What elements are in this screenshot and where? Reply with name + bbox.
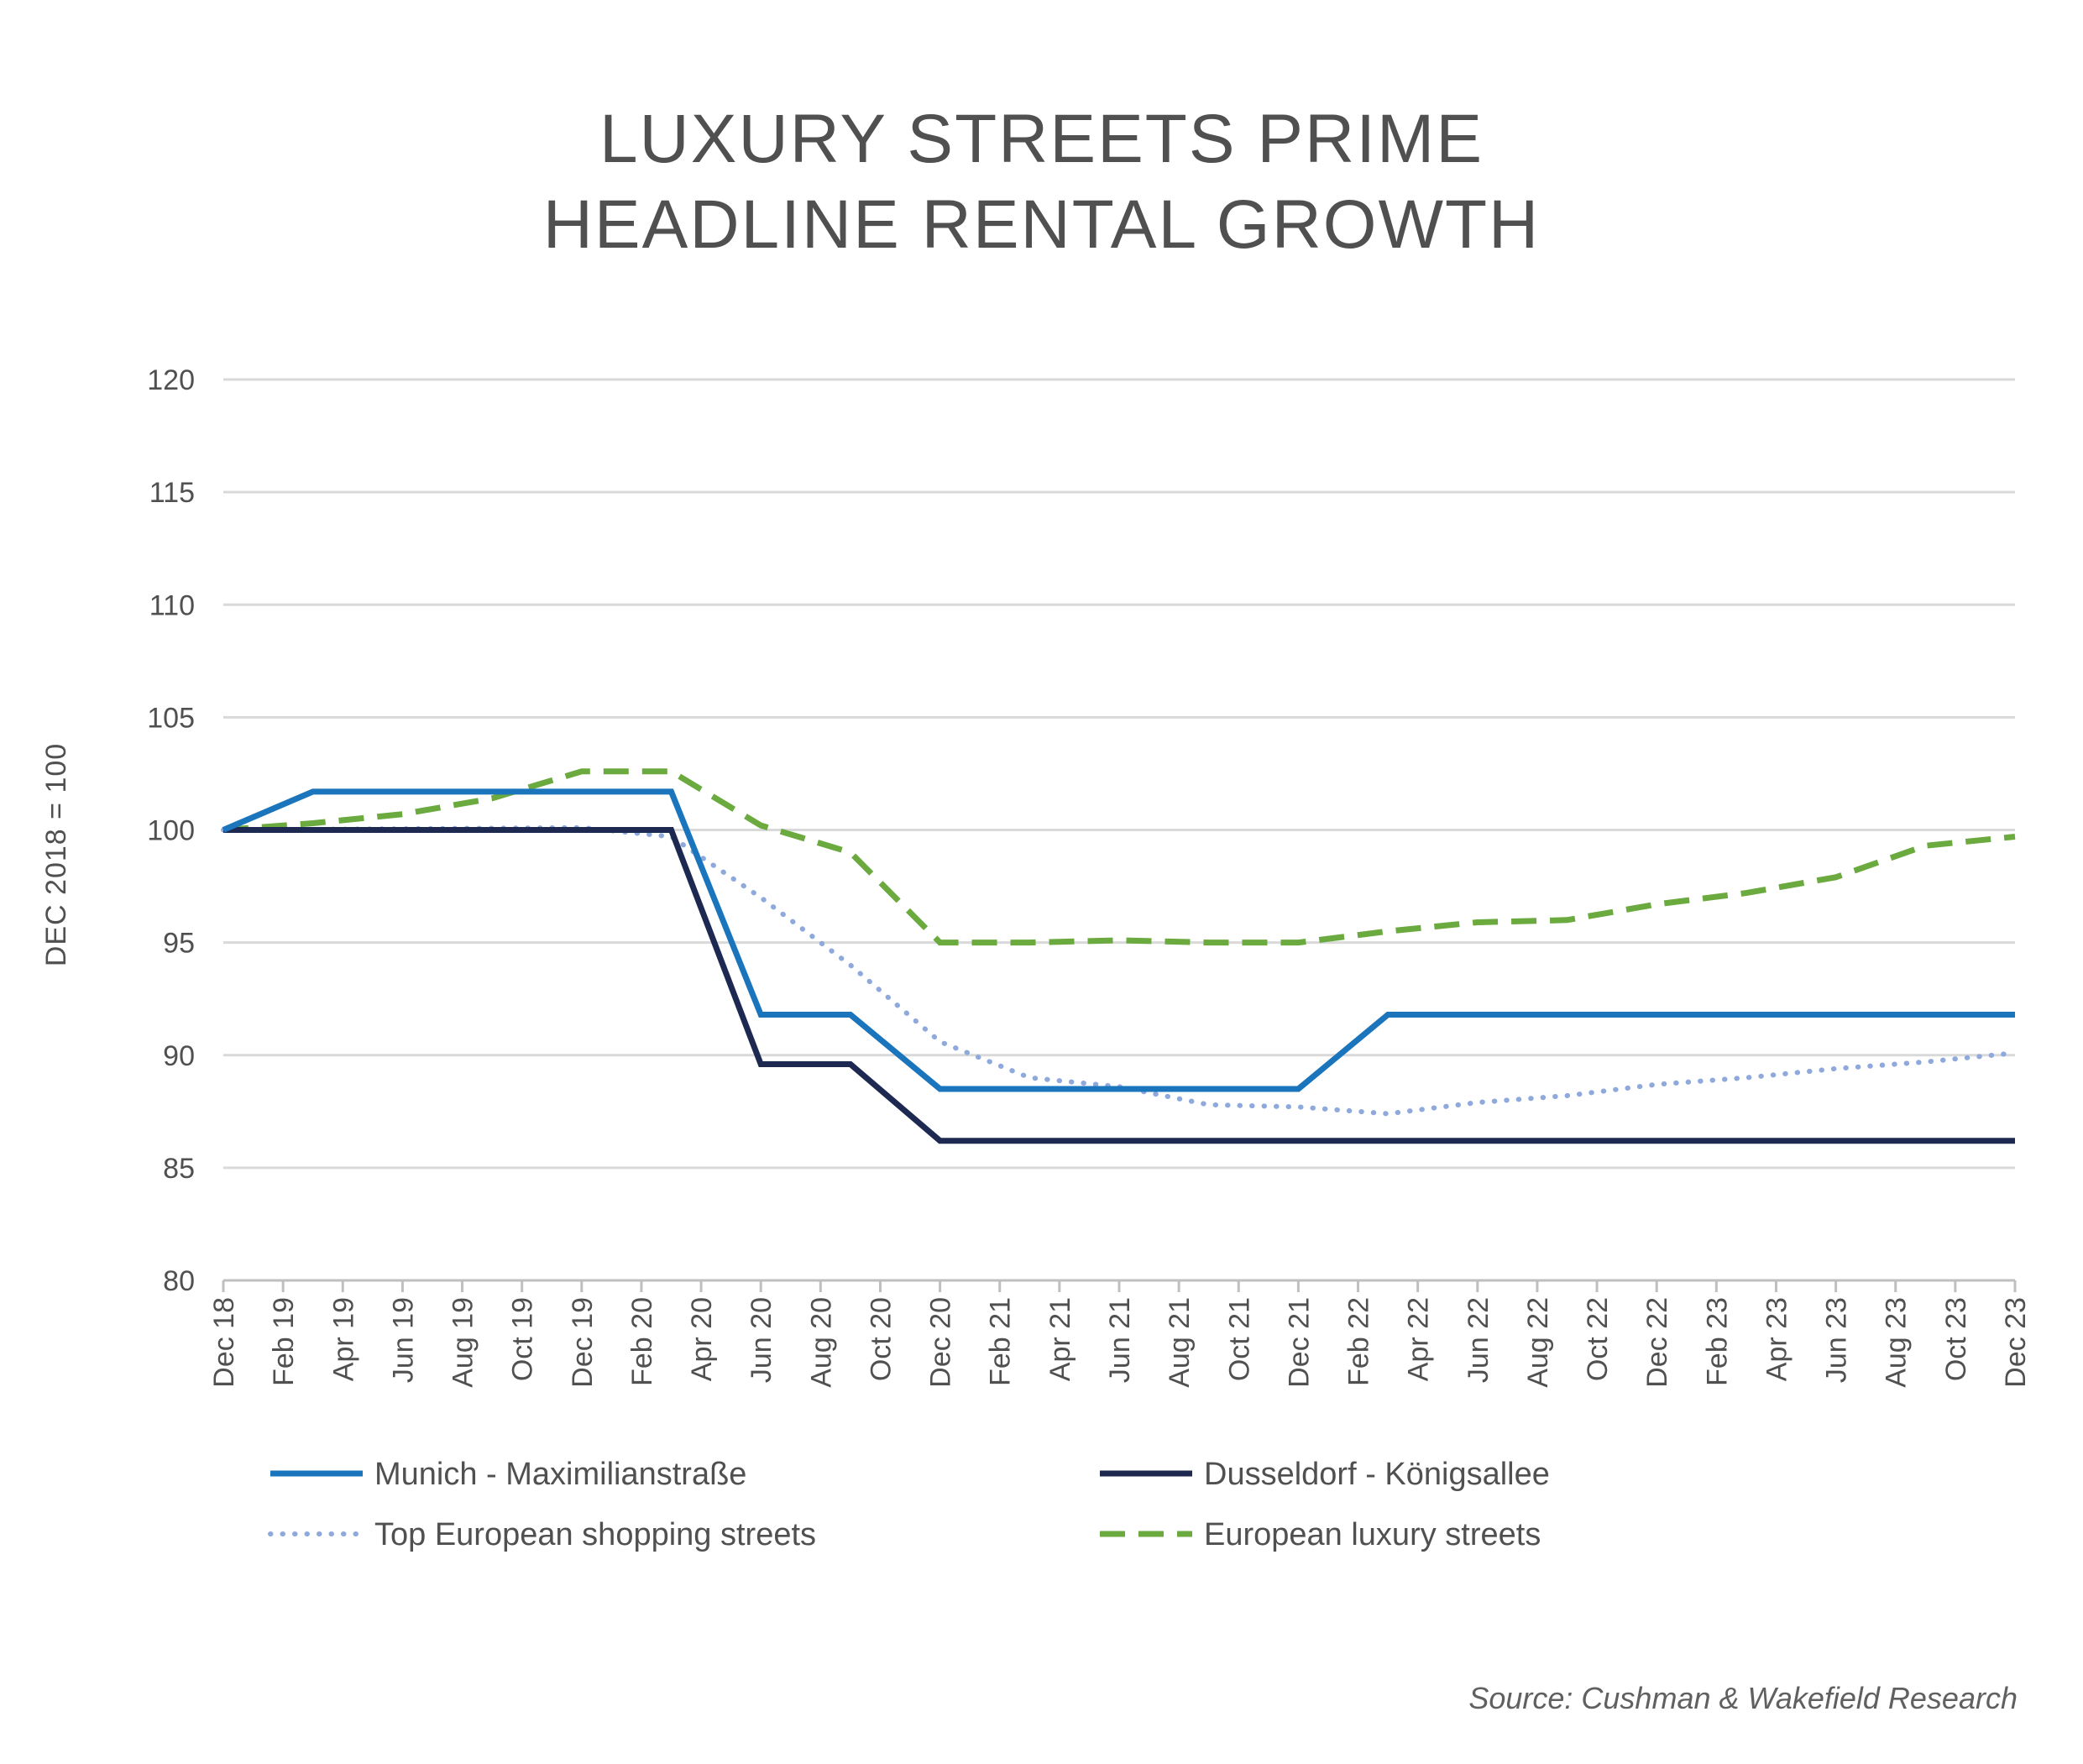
x-tick-label: Oct 22 <box>1582 1297 1614 1381</box>
y-tick-label: 115 <box>149 477 195 509</box>
x-tick-label: Apr 21 <box>1044 1297 1076 1381</box>
series-lines <box>221 768 2018 1144</box>
x-tick-label: Dec 23 <box>2000 1297 2032 1388</box>
y-axis-ticks: 120 115 110 105 100 95 90 85 80 <box>147 364 195 1297</box>
y-tick-label: 80 <box>163 1265 195 1297</box>
x-tick-label: Apr 19 <box>327 1297 359 1381</box>
x-tick-label: Feb 23 <box>1701 1297 1733 1386</box>
x-tick-label: Dec 19 <box>567 1297 599 1388</box>
x-tick-label: Feb 20 <box>626 1297 658 1386</box>
legend-label: Munich - Maximilianstraße <box>374 1457 746 1492</box>
y-tick-label: 105 <box>147 702 195 734</box>
y-tick-label: 120 <box>147 364 195 396</box>
y-axis-title: DEC 2018 = 100 <box>40 743 72 966</box>
x-tick-label: Dec 20 <box>925 1297 957 1388</box>
x-tick-label: Apr 22 <box>1403 1297 1435 1381</box>
x-tick-label: Jun 22 <box>1463 1297 1494 1383</box>
legend-label: Dusseldorf - Königsallee <box>1204 1457 1550 1492</box>
x-tick-label: Oct 23 <box>1940 1297 1972 1381</box>
series-line <box>221 824 2018 1117</box>
x-tick-label: Oct 19 <box>507 1297 539 1381</box>
y-tick-label: 100 <box>147 815 195 847</box>
x-tick-label: Aug 19 <box>447 1297 479 1388</box>
x-tick-label: Aug 20 <box>805 1297 837 1388</box>
y-tick-label: 90 <box>163 1040 195 1072</box>
legend-label: European luxury streets <box>1204 1517 1541 1552</box>
x-tick-label: Jun 20 <box>746 1297 777 1383</box>
x-tick-label: Dec 18 <box>208 1297 240 1388</box>
chart-title: LUXURY STREETS PRIME HEADLINE RENTAL GRO… <box>0 97 2083 268</box>
x-tick-label: Feb 19 <box>268 1297 300 1386</box>
y-tick-label: 95 <box>163 928 195 960</box>
x-tick-label: Feb 21 <box>985 1297 1017 1386</box>
chart-title-line-2: HEADLINE RENTAL GROWTH <box>542 186 1541 263</box>
x-tick-label: Jun 21 <box>1104 1297 1136 1383</box>
x-tick-label: Apr 20 <box>686 1297 718 1381</box>
x-tick-label: Aug 22 <box>1522 1297 1554 1388</box>
source-note: Source: Cushman & Wakefield Research <box>1468 1681 2018 1715</box>
series-line <box>222 768 2016 946</box>
x-tick-label: Oct 21 <box>1223 1297 1255 1381</box>
chart-title-line-1: LUXURY STREETS PRIME <box>599 101 1484 177</box>
y-tick-label: 110 <box>149 589 195 621</box>
x-tick-label: Jun 23 <box>1821 1297 1853 1383</box>
x-tick-label: Dec 22 <box>1641 1297 1673 1388</box>
x-tick-label: Dec 21 <box>1283 1297 1315 1388</box>
x-axis-ticks: Dec 18 Feb 19 Apr 19 Jun 19 Aug 19 Oct 19 Dec … <box>208 1297 2032 1388</box>
gridlines <box>223 378 2015 1170</box>
series-line <box>223 827 2015 1144</box>
x-tick-label: Oct 20 <box>865 1297 897 1381</box>
x-tick-label: Aug 21 <box>1164 1297 1196 1388</box>
legend-label: Top European shopping streets <box>374 1517 816 1552</box>
x-tick-label: Jun 19 <box>387 1297 419 1383</box>
x-tick-label: Apr 23 <box>1761 1297 1793 1381</box>
series-line <box>222 788 2015 1092</box>
x-tick-label: Feb 22 <box>1343 1297 1375 1386</box>
legend: Munich - Maximilianstraße Dusseldorf - Kö… <box>268 1457 1550 1552</box>
x-tick-label: Aug 23 <box>1881 1297 1913 1388</box>
y-tick-label: 85 <box>163 1153 195 1185</box>
x-axis <box>222 1279 2017 1292</box>
